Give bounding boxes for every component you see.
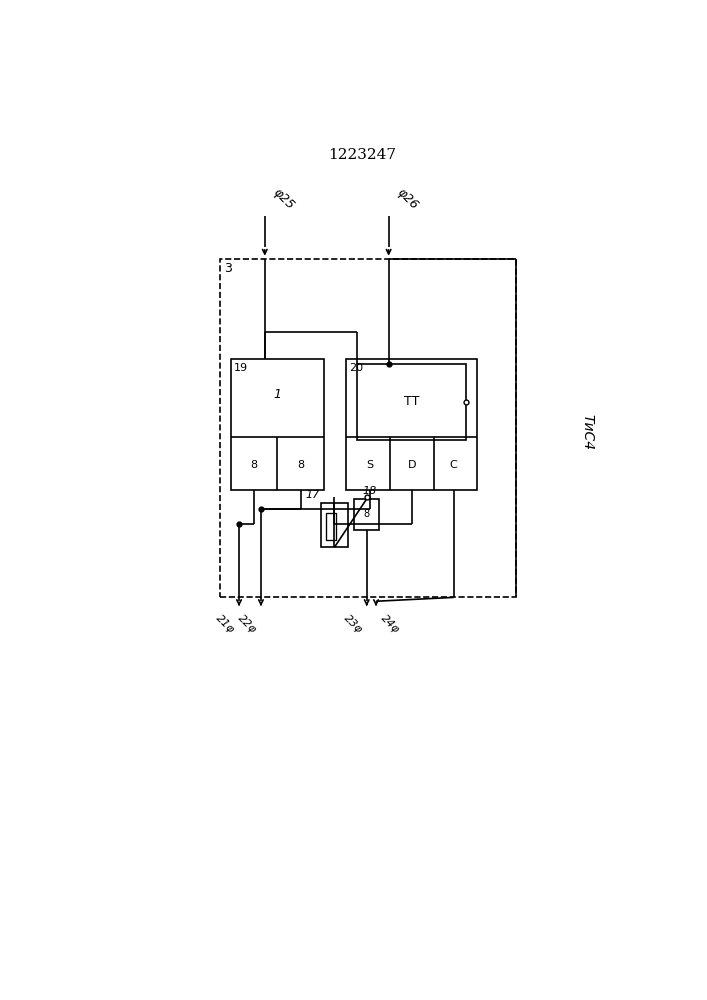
Text: 22φ: 22φ	[236, 613, 258, 635]
Text: 8: 8	[363, 509, 370, 519]
FancyBboxPatch shape	[354, 499, 380, 530]
Text: 8: 8	[297, 460, 304, 470]
Text: 23φ: 23φ	[341, 613, 364, 635]
Text: 8: 8	[250, 460, 257, 470]
Text: 24φ: 24φ	[379, 613, 401, 635]
Text: 1: 1	[274, 388, 281, 401]
Text: 18: 18	[362, 486, 377, 496]
FancyBboxPatch shape	[357, 364, 467, 440]
Text: 20: 20	[349, 363, 363, 373]
Text: 3: 3	[223, 262, 232, 275]
FancyBboxPatch shape	[326, 513, 336, 540]
Text: D: D	[407, 460, 416, 470]
Text: φ25: φ25	[270, 186, 297, 212]
Text: 19: 19	[233, 363, 247, 373]
Text: 21φ: 21φ	[214, 613, 236, 635]
FancyBboxPatch shape	[231, 359, 324, 490]
Text: ΤиС4: ΤиС4	[580, 414, 594, 450]
Text: φ26: φ26	[394, 186, 421, 212]
Text: 1223247: 1223247	[328, 148, 397, 162]
Text: C: C	[450, 460, 457, 470]
Text: S: S	[366, 460, 373, 470]
FancyBboxPatch shape	[346, 359, 477, 490]
Text: ТТ: ТТ	[404, 395, 419, 408]
FancyBboxPatch shape	[321, 503, 348, 547]
Text: 17: 17	[305, 490, 320, 500]
